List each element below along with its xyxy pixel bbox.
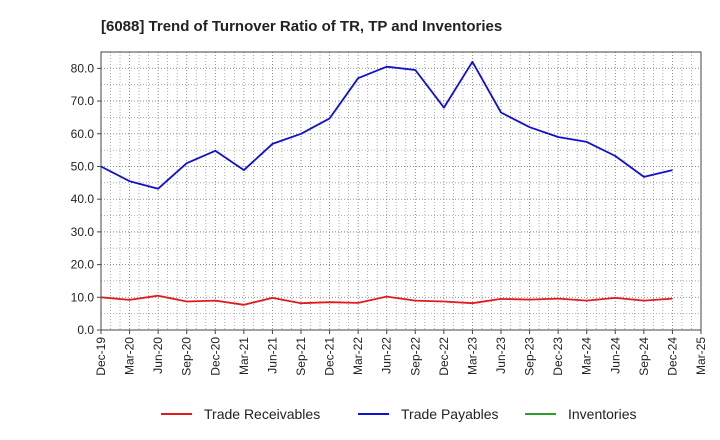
x-tick-label: Dec-23: [551, 337, 565, 376]
x-tick-label: Dec-20: [208, 337, 222, 376]
legend-label-0: Trade Receivables: [204, 406, 320, 422]
plot-area: 0.0 10.0 20.0 30.0 40.0 50.0 60.0 70.0 80.0 Dec-1…: [71, 51, 708, 376]
x-tick-label: Dec-22: [437, 337, 451, 376]
x-tick-label: Sep-21: [294, 337, 308, 376]
x-tick-label: Mar-21: [237, 337, 251, 375]
x-tick-label: Mar-25: [694, 337, 708, 375]
x-tick-label: Mar-24: [580, 337, 594, 375]
x-tick-label: Mar-22: [351, 337, 365, 375]
x-tick-label: Sep-22: [408, 337, 422, 376]
plot-frame: [100, 51, 702, 331]
x-tick-label: Jun-23: [494, 337, 508, 374]
x-tick-label: Jun-21: [265, 337, 279, 374]
x-tick-label: Jun-20: [151, 337, 165, 374]
y-tick-label: 50.0: [71, 159, 95, 173]
legend: Trade Receivables Trade Payables Inventori…: [161, 406, 636, 422]
y-tick-label: 40.0: [71, 192, 95, 206]
y-tick-label: 30.0: [71, 225, 95, 239]
x-tick-label: Jun-22: [380, 337, 394, 374]
y-tick-label: 80.0: [71, 61, 95, 75]
x-tick-label: Dec-21: [323, 337, 337, 376]
x-tick-label: Dec-19: [94, 337, 108, 376]
legend-label-2: Inventories: [568, 406, 636, 422]
y-tick-label: 60.0: [71, 127, 95, 141]
legend-label-1: Trade Payables: [401, 406, 499, 422]
x-tick-label: Sep-23: [523, 337, 537, 376]
y-tick-label: 70.0: [71, 94, 95, 108]
x-tick-label: Sep-24: [637, 337, 651, 376]
y-tick-label: 20.0: [71, 258, 95, 272]
y-tick-label: 10.0: [71, 290, 95, 304]
x-tick-label: Jun-24: [608, 337, 622, 374]
series-line-0: [100, 294, 673, 306]
x-tick-label: Dec-24: [665, 337, 679, 376]
series-line-1: [100, 60, 673, 190]
x-tick-label: Mar-20: [123, 337, 137, 375]
x-tick-label: Mar-23: [465, 337, 479, 375]
x-tick-label: Sep-20: [180, 337, 194, 376]
y-tick-label: 0.0: [77, 323, 94, 337]
chart-title: [6088] Trend of Turnover Ratio of TR, TP…: [101, 18, 502, 35]
